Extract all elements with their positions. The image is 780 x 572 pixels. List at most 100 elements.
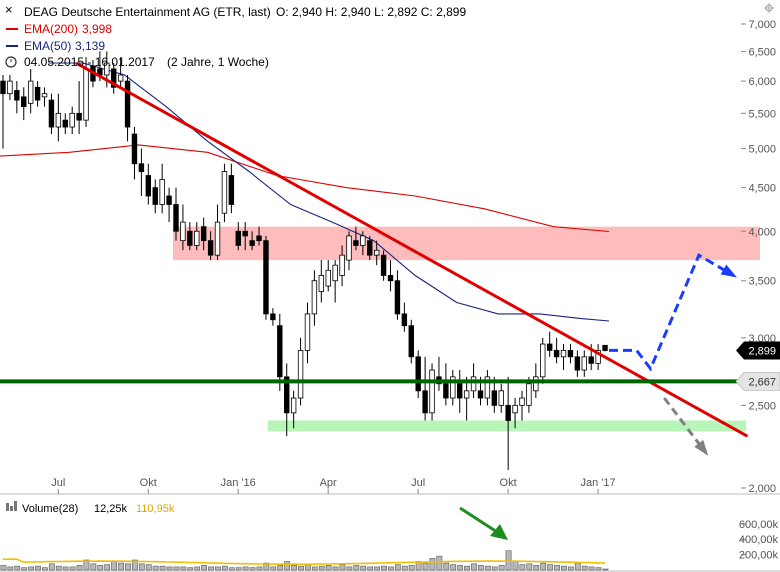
last-price-label: 2,899 (748, 346, 776, 358)
candle-body (111, 68, 117, 88)
x-tick-label: Okt (140, 477, 157, 489)
volume-bar (83, 559, 90, 571)
y-tick-label: 2,000 (748, 483, 776, 495)
candle-body (152, 187, 158, 205)
candle-body (505, 404, 511, 421)
volume-bar (339, 564, 346, 571)
support-zone (268, 420, 746, 432)
volume-bar (145, 564, 152, 571)
y-tick-label: 4,000 (748, 226, 776, 238)
candle-body (166, 195, 172, 205)
ema50-legend-value: 3,139 (75, 39, 105, 53)
close-icon[interactable]: × (5, 2, 13, 17)
ema50-legend-label: EMA(50) (24, 39, 71, 53)
candle-body (200, 226, 207, 242)
forecast-up-path (609, 253, 735, 372)
volume-bar (138, 563, 145, 571)
candle-body (595, 349, 601, 364)
candle-body (422, 390, 428, 414)
candle-body (574, 356, 581, 371)
volume-bar (28, 566, 34, 571)
volume-bar (374, 566, 380, 571)
y-tick-label: 3,500 (748, 276, 776, 288)
x-tick-label: Jan '17 (580, 477, 615, 489)
volume-bar (235, 567, 242, 571)
volume-bar (401, 565, 408, 571)
volume-bar (159, 565, 166, 571)
candle-body (83, 68, 89, 121)
indicator-layer (0, 62, 610, 322)
volume-arrow-head (490, 524, 508, 540)
volume-average-line (3, 558, 606, 565)
y-tick-label: 5,500 (748, 108, 776, 120)
volume-bar (367, 566, 374, 571)
volume-bar (14, 565, 21, 571)
volume-bar (540, 562, 547, 571)
volume-bar (48, 563, 55, 571)
ema200-line (0, 144, 610, 233)
header-legend: × DEAG Deutsche Entertainment AG (ETR, l… (5, 2, 466, 69)
candle-body (311, 280, 318, 315)
candle-body (76, 112, 82, 121)
candle-body (55, 112, 62, 128)
volume-bar (547, 564, 553, 571)
candle-body (463, 390, 470, 399)
volume-bar (277, 565, 284, 571)
candle-body (360, 235, 366, 246)
volume-bar (360, 565, 367, 571)
candle-body (297, 349, 304, 399)
volume-bar (484, 565, 491, 571)
candle-body (7, 80, 13, 95)
candle-body (470, 376, 477, 392)
y-tick-label: 6,500 (748, 46, 776, 58)
candle-body (491, 390, 498, 406)
volume-bar (581, 565, 588, 571)
volume-bar (242, 566, 249, 571)
volume-bar (443, 562, 450, 571)
candle-body (450, 376, 456, 399)
volume-bar (512, 560, 519, 571)
volume-legend: Volume(28) 12,25k 110,95k (6, 501, 175, 515)
candle-body (34, 86, 41, 101)
settings-icon[interactable] (764, 3, 774, 13)
volume-bar (90, 563, 97, 571)
candle-body (546, 343, 553, 351)
volume-bar (408, 565, 415, 571)
candle-body (270, 313, 276, 321)
volume-bar (457, 565, 464, 571)
volume-bar (194, 566, 201, 571)
volume-bar (561, 565, 567, 571)
candle-body (214, 221, 221, 256)
candle-body (138, 163, 145, 172)
x-tick-label: Jan '16 (221, 477, 256, 489)
volume-bar (131, 559, 138, 571)
volume-bar (173, 566, 180, 571)
candle-body (373, 249, 380, 256)
candle-body (69, 112, 75, 128)
volume-bar (69, 566, 76, 571)
candle-body (484, 376, 491, 399)
candle-body (304, 313, 311, 351)
candle-body (332, 264, 338, 282)
volume-icon-bar (10, 506, 13, 511)
ema200-legend-value: 3,998 (82, 22, 112, 36)
volume-bar (221, 565, 228, 571)
candle-body (159, 179, 165, 205)
volume-bar (505, 550, 512, 571)
axes-layer: 7,000 6,500 6,000 5,500 5,000 4,500 4,000 3,500… (0, 19, 780, 572)
candle-body (256, 235, 262, 242)
volume-bar (76, 565, 83, 571)
volume-bar (125, 563, 131, 571)
volume-bar (187, 567, 194, 571)
volume-bar (111, 560, 118, 571)
candle-body (124, 80, 131, 128)
x-tick-label: Apr (320, 477, 337, 489)
x-tick-label: Jul (51, 477, 65, 489)
candle-body (21, 96, 27, 108)
candle-body (380, 254, 387, 276)
candle-body (394, 280, 401, 315)
candle-body (553, 349, 560, 358)
volume-bar (284, 561, 291, 571)
